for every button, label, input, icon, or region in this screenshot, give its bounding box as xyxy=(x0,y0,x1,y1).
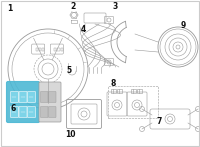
Bar xyxy=(42,48,44,51)
FancyBboxPatch shape xyxy=(40,91,48,102)
FancyBboxPatch shape xyxy=(19,91,27,102)
FancyBboxPatch shape xyxy=(6,81,40,122)
Text: 7: 7 xyxy=(156,117,162,126)
Text: 10: 10 xyxy=(65,130,75,139)
FancyBboxPatch shape xyxy=(19,106,27,117)
Text: 3: 3 xyxy=(112,2,118,11)
Bar xyxy=(130,89,136,93)
Bar xyxy=(36,48,38,51)
Bar xyxy=(116,89,122,93)
Bar xyxy=(136,89,142,93)
Text: 6: 6 xyxy=(11,103,16,113)
Text: 8: 8 xyxy=(110,78,116,88)
FancyBboxPatch shape xyxy=(10,106,18,117)
Bar xyxy=(108,86,158,118)
Bar xyxy=(54,48,56,51)
FancyBboxPatch shape xyxy=(28,91,36,102)
FancyBboxPatch shape xyxy=(40,106,48,117)
Text: 9: 9 xyxy=(180,21,186,30)
Text: 4: 4 xyxy=(80,25,86,34)
Bar xyxy=(57,48,60,51)
Bar xyxy=(61,48,63,51)
Text: 2: 2 xyxy=(70,2,76,11)
FancyBboxPatch shape xyxy=(48,106,56,117)
Bar xyxy=(39,48,41,51)
FancyBboxPatch shape xyxy=(28,106,36,117)
FancyBboxPatch shape xyxy=(39,82,61,122)
Text: 5: 5 xyxy=(66,66,72,75)
FancyBboxPatch shape xyxy=(10,91,18,102)
FancyBboxPatch shape xyxy=(48,91,56,102)
Text: 1: 1 xyxy=(7,4,12,13)
Bar xyxy=(110,89,116,93)
